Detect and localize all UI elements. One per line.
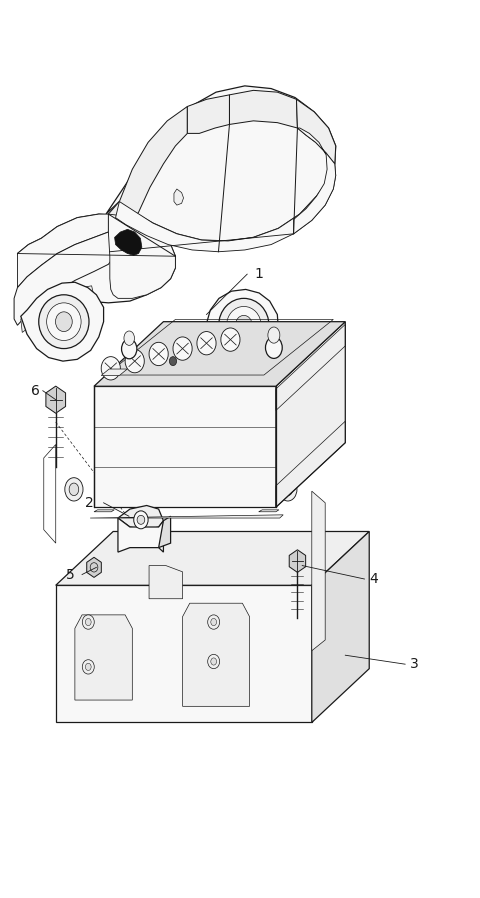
Ellipse shape [134,511,148,529]
Polygon shape [174,189,183,205]
Polygon shape [149,566,182,599]
Text: 6: 6 [31,383,39,398]
Ellipse shape [227,306,261,344]
Text: 5: 5 [66,568,74,582]
Ellipse shape [39,295,89,348]
Ellipse shape [124,331,134,346]
Polygon shape [101,369,127,375]
Polygon shape [259,510,279,512]
Polygon shape [94,386,276,507]
Polygon shape [14,232,118,325]
Polygon shape [206,289,278,365]
Ellipse shape [219,298,269,352]
Ellipse shape [283,483,293,496]
Ellipse shape [65,478,83,501]
Text: 2: 2 [85,496,94,510]
Text: 4: 4 [370,572,378,586]
Polygon shape [115,229,142,255]
Ellipse shape [82,660,94,674]
Polygon shape [21,286,94,332]
Ellipse shape [236,315,252,335]
Polygon shape [21,282,104,361]
Polygon shape [312,532,369,723]
Ellipse shape [125,349,144,373]
Polygon shape [187,95,229,134]
Ellipse shape [211,619,216,626]
Ellipse shape [208,615,220,629]
Polygon shape [106,86,336,241]
Ellipse shape [265,337,282,358]
Polygon shape [27,305,48,325]
Polygon shape [56,532,369,585]
Polygon shape [276,321,345,507]
Ellipse shape [169,357,177,365]
Polygon shape [297,100,336,163]
Ellipse shape [121,339,137,359]
Polygon shape [182,603,250,707]
Polygon shape [94,321,345,386]
Polygon shape [46,386,66,413]
Ellipse shape [279,478,297,501]
Polygon shape [17,214,108,287]
Polygon shape [289,550,306,572]
Ellipse shape [85,619,91,626]
Polygon shape [229,91,298,128]
Polygon shape [312,491,325,651]
Ellipse shape [211,658,216,665]
Text: 1: 1 [255,268,264,281]
Ellipse shape [137,515,145,524]
Ellipse shape [208,655,220,669]
Polygon shape [108,214,175,298]
Ellipse shape [149,342,168,365]
Ellipse shape [173,337,192,360]
Polygon shape [108,107,187,228]
Ellipse shape [221,328,240,351]
Polygon shape [116,163,336,251]
Polygon shape [17,214,175,303]
Polygon shape [87,558,101,577]
Polygon shape [70,295,92,311]
Polygon shape [118,518,163,552]
Polygon shape [90,515,283,518]
Polygon shape [294,128,336,233]
Ellipse shape [82,615,94,629]
Text: 3: 3 [410,657,419,671]
Ellipse shape [85,664,91,671]
Polygon shape [118,506,163,530]
Ellipse shape [197,331,216,355]
Ellipse shape [69,483,79,496]
Polygon shape [56,585,312,723]
Ellipse shape [101,357,120,380]
Polygon shape [158,516,170,548]
Polygon shape [94,510,114,512]
Ellipse shape [47,303,81,340]
Ellipse shape [268,327,280,343]
Polygon shape [75,615,132,700]
Ellipse shape [56,312,72,331]
